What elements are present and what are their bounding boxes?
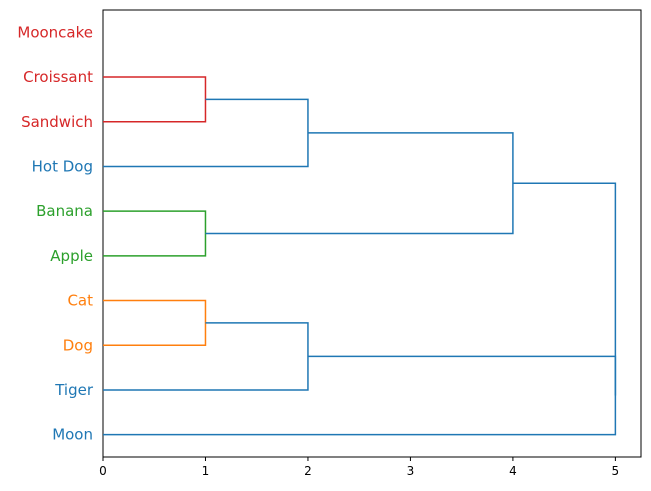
x-axis: 0 1 2 3 4 5 bbox=[99, 457, 619, 478]
leaf-label: Moon bbox=[52, 426, 93, 444]
leaf-label: Mooncake bbox=[17, 23, 93, 41]
dendrogram-link-0 bbox=[103, 76, 207, 123]
x-tick-label: 4 bbox=[509, 464, 517, 478]
dendrogram-link-3 bbox=[205, 132, 514, 235]
dendrogram-link-5 bbox=[103, 322, 309, 391]
dendrogram-link-1 bbox=[103, 98, 309, 168]
leaf-label: Croissant bbox=[23, 68, 93, 86]
leaf-label: Banana bbox=[36, 202, 93, 220]
leaf-label: Sandwich bbox=[21, 113, 93, 131]
leaf-label: Dog bbox=[63, 336, 93, 354]
x-tick-label: 2 bbox=[304, 464, 312, 478]
x-tick-label: 3 bbox=[407, 464, 415, 478]
x-tick-label: 1 bbox=[202, 464, 210, 478]
leaf-labels: Mooncake Croissant Sandwich Hot Dog Banana Ap… bbox=[17, 23, 93, 443]
leaf-label: Cat bbox=[67, 292, 93, 310]
leaf-label: Apple bbox=[50, 247, 93, 265]
dendrogram-link-7 bbox=[512, 182, 617, 396]
dendrogram-link-6 bbox=[103, 355, 617, 436]
dendrogram-links bbox=[103, 76, 617, 436]
x-tick-label: 0 bbox=[99, 464, 107, 478]
x-tick-label: 5 bbox=[612, 464, 620, 478]
leaf-label: Tiger bbox=[54, 381, 94, 399]
dendrogram-link-4 bbox=[103, 299, 207, 346]
dendrogram-link-2 bbox=[103, 210, 207, 257]
leaf-label: Hot Dog bbox=[32, 157, 93, 175]
plot-frame bbox=[102, 9, 642, 458]
